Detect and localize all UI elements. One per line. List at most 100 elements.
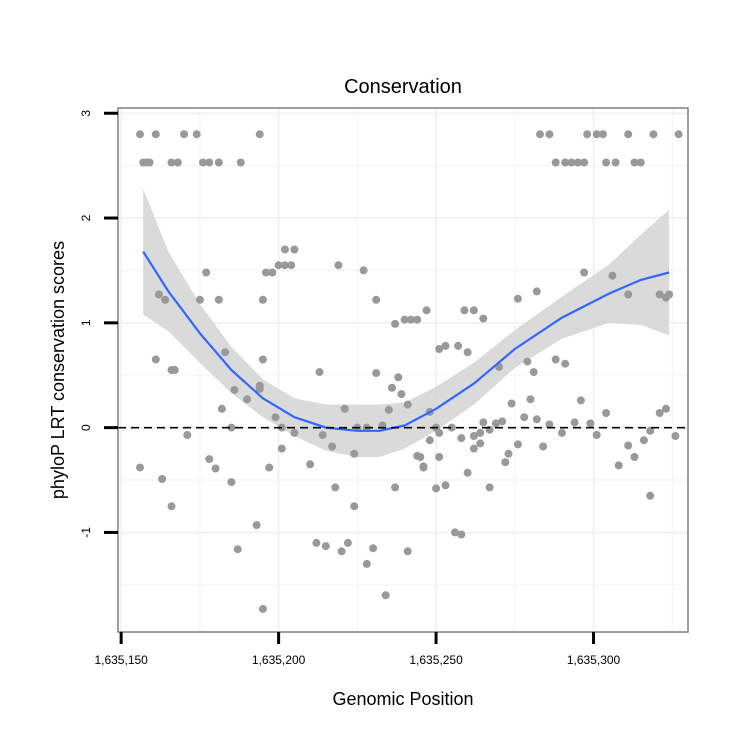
data-point [545,420,554,429]
data-point [422,306,431,315]
data-point [457,530,466,539]
data-point [170,366,179,374]
data-point [419,463,428,472]
data-point [337,547,346,556]
data-point [315,368,324,377]
data-point [441,341,450,350]
data-point [403,547,412,556]
data-point [491,419,500,428]
data-point [479,314,488,323]
data-point [136,463,144,472]
data-point [441,481,450,490]
data-point [435,428,444,437]
data-point [192,130,201,139]
data-point [271,413,280,422]
plot-panel [117,107,689,633]
data-point [397,390,406,399]
data-point [236,158,245,167]
data-point [277,444,286,453]
data-point [485,483,494,492]
x-tick-label: 1,635,300 [567,653,621,667]
data-point [614,461,623,470]
data-point [630,453,639,461]
data-point [649,130,658,139]
data-point [217,404,226,413]
data-point [158,475,167,483]
data-point [136,130,144,139]
data-point [624,290,633,299]
data-point [161,295,170,304]
data-point [340,404,349,413]
data-point [457,434,466,443]
data-point [280,261,289,270]
data-point [214,158,223,167]
data-point [447,423,456,432]
data-point [180,130,189,139]
confidence-band [143,188,670,457]
data-point [328,442,337,451]
data-point [507,399,516,408]
data-point [145,158,154,167]
data-point [265,463,274,472]
data-point [227,478,236,487]
data-point [624,441,633,450]
data-point [655,409,664,417]
data-point [388,383,396,392]
data-point [646,491,655,500]
data-point [580,268,589,277]
data-point [167,158,176,167]
y-tick-label: 1 [79,319,93,326]
data-point [501,458,510,467]
data-point [151,355,160,364]
data-point [479,418,488,427]
data-point [463,348,472,357]
data-point [451,528,459,537]
data-point [384,405,393,414]
data-point [539,442,548,451]
data-point [406,315,415,324]
data-point [558,428,566,437]
chart-title: Conservation [344,76,462,98]
y-axis-title: phyloP LRT conservation scores [48,241,68,499]
data-point [243,395,252,404]
x-tick-label: 1,635,200 [252,653,306,667]
data-point [391,319,400,328]
panel-border [117,107,689,633]
data-point [576,396,585,405]
data-point [630,158,639,167]
data-point [674,130,683,139]
data-point [520,413,529,422]
data-point [460,306,469,315]
data-point [290,428,299,437]
data-point [435,345,444,353]
data-point [287,261,296,270]
data-point [362,559,371,568]
data-point [211,464,220,473]
data-point [350,449,359,458]
y-tick-label: 2 [79,214,93,221]
data-point [214,295,223,304]
data-point [573,158,582,167]
data-point [350,502,359,511]
data-point [545,130,554,139]
data-point [255,130,264,139]
data-point [258,295,267,304]
data-point [312,538,321,547]
data-point [318,431,327,439]
data-point [551,355,560,364]
data-point [227,423,236,432]
x-tick-label: 1,635,250 [409,653,463,667]
data-point [391,483,400,492]
data-point [561,158,570,167]
data-point [280,245,289,254]
data-point [536,130,544,139]
data-point [258,604,267,613]
data-point [608,271,617,280]
y-tick-label: 3 [79,110,93,117]
data-point [195,295,204,304]
data-point [583,130,592,139]
data-point [167,502,176,511]
data-point [476,439,485,448]
data-point [413,315,422,324]
